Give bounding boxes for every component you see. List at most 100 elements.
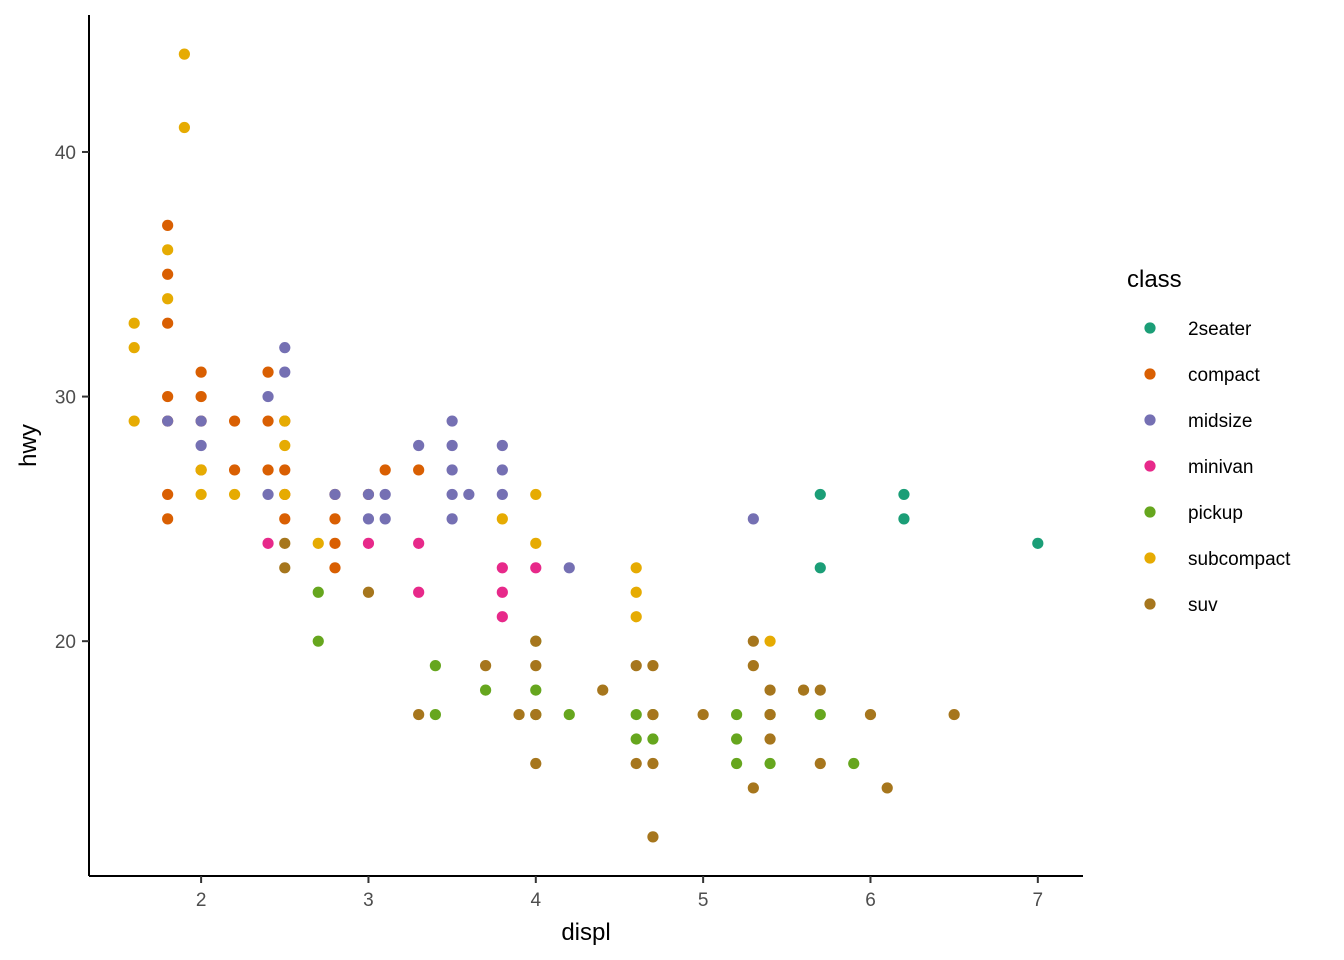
data-point-compact	[279, 464, 291, 476]
data-point-subcompact	[162, 244, 174, 256]
data-point-subcompact	[279, 488, 291, 501]
legend-label-suv: suv	[1188, 595, 1218, 616]
data-point-compact	[228, 415, 241, 427]
data-point-suv	[530, 708, 542, 721]
x-tick-label: 2	[196, 890, 207, 911]
legend-label-2seater: 2seater	[1188, 319, 1252, 340]
data-point-pickup	[630, 733, 642, 745]
data-point-midsize	[379, 513, 391, 525]
data-point-2seater	[898, 488, 910, 501]
data-point-pickup	[630, 708, 642, 721]
data-point-midsize	[563, 562, 575, 574]
data-point-midsize	[446, 513, 458, 525]
data-point-midsize	[496, 488, 508, 501]
y-axis-title: hwy	[15, 424, 42, 467]
data-point-suv	[279, 562, 291, 574]
data-point-suv	[279, 537, 291, 549]
data-point-compact	[279, 513, 291, 525]
x-tick-label: 6	[865, 890, 876, 911]
data-point-subcompact	[195, 488, 207, 501]
legend: class 2seater compact midsize minivan pickup…	[1127, 266, 1291, 616]
legend-label-subcompact: subcompact	[1188, 549, 1291, 570]
data-point-compact	[228, 464, 241, 476]
data-point-suv	[764, 733, 776, 745]
data-point-pickup	[731, 708, 743, 721]
legend-label-compact: compact	[1188, 365, 1261, 386]
data-point-subcompact	[279, 439, 291, 452]
legend-label-pickup: pickup	[1188, 503, 1243, 524]
data-point-compact	[162, 488, 174, 501]
data-point-subcompact	[630, 562, 642, 574]
data-point-subcompact	[496, 513, 508, 525]
data-point-midsize	[329, 488, 341, 501]
y-tick-label: 40	[55, 143, 76, 164]
data-point-compact	[195, 366, 207, 378]
data-point-pickup	[530, 684, 542, 696]
legend-label-minivan: minivan	[1188, 457, 1253, 478]
data-point-compact	[162, 390, 174, 403]
data-point-subcompact	[764, 635, 776, 647]
data-point-pickup	[429, 708, 441, 721]
data-point-suv	[764, 684, 776, 696]
axes-layer	[88, 15, 1083, 877]
legend-key-suv	[1144, 598, 1156, 610]
data-point-pickup	[429, 660, 441, 672]
data-point-suv	[814, 757, 826, 770]
data-point-pickup	[312, 635, 324, 647]
data-point-minivan	[413, 537, 425, 549]
x-axis-ticks: 2 3 4 5 6 7	[196, 876, 1043, 911]
data-point-subcompact	[530, 488, 542, 501]
data-point-compact	[379, 464, 391, 476]
legend-key-pickup	[1144, 506, 1156, 518]
data-point-midsize	[279, 366, 291, 378]
data-point-minivan	[362, 537, 375, 549]
data-point-compact	[162, 268, 174, 280]
data-point-minivan	[530, 562, 542, 574]
data-point-suv	[647, 660, 659, 672]
data-point-midsize	[496, 439, 508, 452]
data-point-suv	[814, 684, 826, 696]
data-point-subcompact	[162, 293, 174, 305]
data-point-subcompact	[128, 317, 140, 329]
data-point-compact	[413, 464, 425, 476]
data-point-pickup	[764, 757, 776, 770]
points-layer	[128, 48, 1044, 843]
data-point-pickup	[814, 708, 826, 721]
data-point-suv	[530, 757, 542, 770]
data-point-subcompact	[312, 537, 324, 549]
data-point-pickup	[563, 708, 575, 721]
data-point-subcompact	[279, 415, 291, 427]
data-point-suv	[647, 708, 659, 721]
data-point-compact	[162, 513, 174, 525]
x-axis-title: displ	[561, 919, 610, 946]
data-point-compact	[262, 464, 274, 476]
data-point-midsize	[446, 415, 458, 427]
data-point-pickup	[848, 757, 860, 770]
data-point-suv	[362, 586, 375, 598]
legend-key-minivan	[1144, 460, 1156, 472]
data-point-suv	[647, 831, 659, 843]
data-point-2seater	[814, 488, 826, 501]
data-point-minivan	[496, 586, 508, 598]
data-point-midsize	[362, 488, 375, 501]
data-point-midsize	[446, 439, 458, 452]
data-point-suv	[513, 708, 525, 721]
data-point-midsize	[413, 439, 425, 452]
data-point-suv	[747, 635, 759, 647]
data-point-suv	[530, 635, 542, 647]
data-point-suv	[479, 660, 492, 672]
data-point-suv	[797, 684, 810, 696]
data-point-compact	[262, 366, 274, 378]
data-point-pickup	[731, 757, 743, 770]
data-point-2seater	[898, 513, 910, 525]
data-point-subcompact	[195, 464, 207, 476]
data-point-midsize	[262, 390, 274, 403]
data-point-subcompact	[530, 537, 542, 549]
data-point-subcompact	[178, 121, 190, 134]
data-point-compact	[262, 415, 274, 427]
data-point-midsize	[747, 513, 759, 525]
data-point-pickup	[731, 733, 743, 745]
data-point-midsize	[262, 488, 274, 501]
legend-key-midsize	[1144, 414, 1156, 426]
